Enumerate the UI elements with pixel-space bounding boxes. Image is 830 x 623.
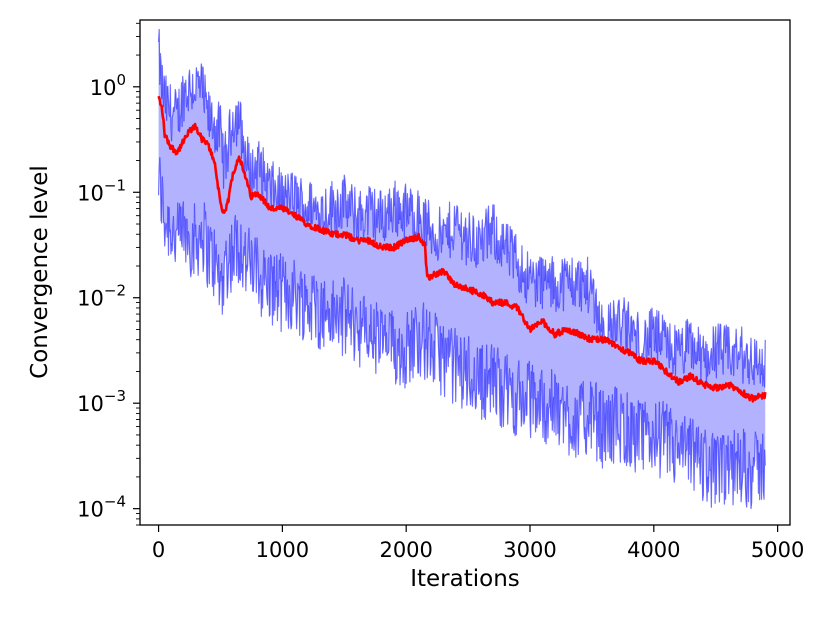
y-tick-exponent: −3 bbox=[104, 387, 126, 405]
upper-series-line bbox=[157, 28, 766, 388]
x-axis: 0 1000 2000 3000 4000 5000 bbox=[152, 525, 804, 562]
range-band bbox=[158, 29, 766, 509]
x-tick-label: 4000 bbox=[627, 538, 680, 562]
x-axis-label: Iterations bbox=[410, 566, 520, 592]
y-tick-base: 10 bbox=[90, 76, 117, 100]
y-tick-base: 10 bbox=[77, 392, 104, 416]
x-tick-label: 5000 bbox=[751, 538, 804, 562]
x-tick-label: 3000 bbox=[503, 538, 556, 562]
y-tick-label: 10−2 bbox=[77, 282, 126, 311]
median-series-line bbox=[157, 95, 767, 403]
y-tick-exponent: 0 bbox=[116, 71, 126, 89]
x-tick-label: 2000 bbox=[379, 538, 432, 562]
y-tick-label: 10−4 bbox=[77, 493, 126, 522]
y-tick-exponent: −4 bbox=[104, 493, 126, 511]
lower-series-line bbox=[157, 157, 766, 510]
plot-marks bbox=[157, 28, 767, 510]
y-tick-base: 10 bbox=[77, 287, 104, 311]
y-tick-base: 10 bbox=[77, 181, 104, 205]
plot-frame bbox=[139, 19, 791, 526]
y-tick-exponent: −2 bbox=[104, 282, 126, 300]
y-tick-label: 10−3 bbox=[77, 387, 126, 416]
y-tick-label: 10−1 bbox=[77, 176, 126, 205]
x-tick-label: 0 bbox=[152, 538, 165, 562]
y-tick-label: 100 bbox=[90, 71, 126, 100]
y-axis-label: Convergence level bbox=[27, 165, 53, 379]
y-tick-exponent: −1 bbox=[104, 176, 126, 194]
x-tick-label: 1000 bbox=[256, 538, 309, 562]
y-tick-base: 10 bbox=[77, 498, 104, 522]
